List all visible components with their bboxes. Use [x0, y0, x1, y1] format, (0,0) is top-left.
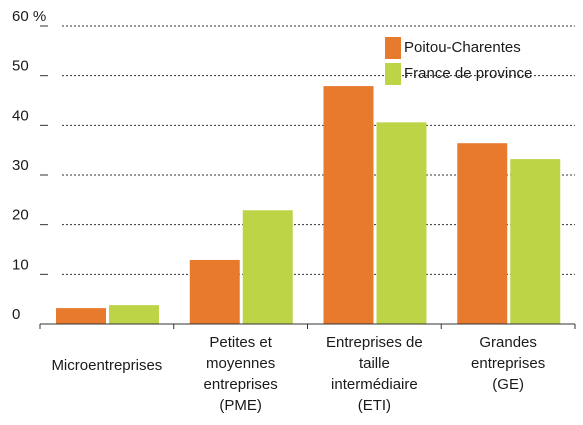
legend-label: Poitou-Charentes [404, 39, 521, 56]
legend-swatch [385, 63, 401, 85]
y-tick-label: 0 [12, 306, 20, 323]
x-tick-label: intermédiaire [331, 376, 418, 393]
x-tick-label: Petites et [209, 334, 272, 351]
y-tick-label: 60 % [12, 8, 46, 25]
bar [510, 159, 561, 324]
bar [323, 86, 374, 324]
x-tick-label: (ETI) [358, 397, 391, 414]
bar [109, 305, 159, 324]
x-tick-label: entreprises [471, 355, 545, 372]
bar [56, 308, 106, 324]
legend-swatch [385, 37, 401, 59]
x-tick-label: taille [359, 355, 390, 372]
bar [376, 122, 427, 324]
x-tick-label: Entreprises de [326, 334, 423, 351]
legend-label: France de province [404, 65, 532, 82]
x-tick-label: Microentreprises [51, 357, 162, 374]
y-tick-label: 40 [12, 107, 29, 124]
bar [242, 210, 293, 324]
y-tick-label: 50 [12, 58, 29, 75]
x-tick-label: (PME) [219, 397, 262, 414]
y-tick-label: 10 [12, 256, 29, 273]
bar [457, 143, 508, 324]
y-tick-label: 20 [12, 207, 29, 224]
bar [189, 259, 240, 324]
x-tick-label: Grandes [479, 334, 537, 351]
x-tick-label: (GE) [492, 376, 524, 393]
x-tick-label: entreprises [204, 376, 278, 393]
x-tick-label: moyennes [206, 355, 275, 372]
y-tick-label: 30 [12, 157, 29, 174]
